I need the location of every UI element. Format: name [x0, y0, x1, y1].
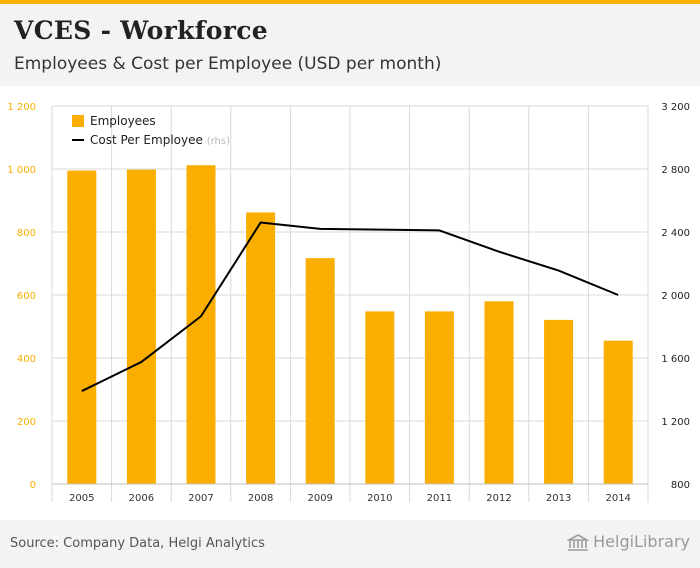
- y-left-tick-label: 1 000: [7, 165, 36, 176]
- x-tick-label: 2008: [248, 493, 273, 504]
- legend-label-employees: Employees: [90, 114, 156, 128]
- source-note: Source: Company Data, Helgi Analytics: [10, 536, 265, 551]
- brand-logo: HelgiLibrary: [567, 532, 690, 551]
- bar-2006: [126, 169, 156, 484]
- line-series-cost-per-employee: [81, 221, 619, 392]
- x-tick-label: 2005: [69, 493, 94, 504]
- y-right-tick-label: 2 400: [661, 228, 690, 239]
- chart-header: VCES - Workforce Employees & Cost per Em…: [0, 4, 700, 86]
- chart-footer: Source: Company Data, Helgi Analytics He…: [0, 520, 700, 568]
- legend-label-cost: Cost Per Employee (rhs): [90, 133, 230, 147]
- x-tick-label: 2007: [188, 493, 213, 504]
- legend-swatch-employees: [72, 115, 84, 127]
- line-cost-per-employee: [81, 221, 619, 392]
- y-right-tick-label: 800: [671, 480, 690, 491]
- y-right-tick-label: 2 800: [661, 165, 690, 176]
- bar-2005: [67, 170, 97, 484]
- chart-title: VCES - Workforce: [14, 16, 268, 45]
- bar-2009: [305, 258, 335, 484]
- legend: Employees Cost Per Employee (rhs): [72, 114, 230, 147]
- x-tick-label: 2011: [427, 493, 452, 504]
- legend-label-rhs-suffix: (rhs): [207, 136, 230, 147]
- y-right-tick-label: 3 200: [661, 102, 690, 113]
- y-left-tick-label: 200: [17, 417, 36, 428]
- top-accent-bar: [0, 0, 700, 4]
- chart-subtitle: Employees & Cost per Employee (USD per m…: [14, 54, 442, 74]
- bar-2014: [603, 340, 633, 484]
- y-right-tick-label: 1 200: [661, 417, 690, 428]
- x-tick-label: 2009: [307, 493, 332, 504]
- bar-2008: [246, 212, 276, 484]
- x-tick-label: 2014: [605, 493, 630, 504]
- axes: 0 200 400 600 800 1 000 1 200 800 1 200 1 600 2 00…: [7, 102, 690, 504]
- y-right-tick-label: 1 600: [661, 354, 690, 365]
- y-left-tick-label: 600: [17, 291, 36, 302]
- y-left-tick-label: 0: [30, 480, 36, 491]
- y-left-tick-label: 800: [17, 228, 36, 239]
- bar-2010: [365, 311, 395, 484]
- x-tick-label: 2013: [546, 493, 571, 504]
- library-building-icon: [567, 533, 590, 551]
- brand-name: HelgiLibrary: [593, 532, 690, 551]
- x-tick-label: 2010: [367, 493, 392, 504]
- bar-series-employees: [67, 165, 633, 484]
- bar-2013: [544, 319, 574, 484]
- combo-chart: 0 200 400 600 800 1 000 1 200 800 1 200 1 600 2 00…: [7, 102, 690, 504]
- y-right-tick-label: 2 000: [661, 291, 690, 302]
- y-left-tick-label: 400: [17, 354, 36, 365]
- bar-2012: [484, 301, 514, 484]
- y-left-tick-label: 1 200: [7, 102, 36, 113]
- bar-2011: [424, 311, 454, 484]
- x-tick-label: 2006: [129, 493, 154, 504]
- x-tick-label: 2012: [486, 493, 511, 504]
